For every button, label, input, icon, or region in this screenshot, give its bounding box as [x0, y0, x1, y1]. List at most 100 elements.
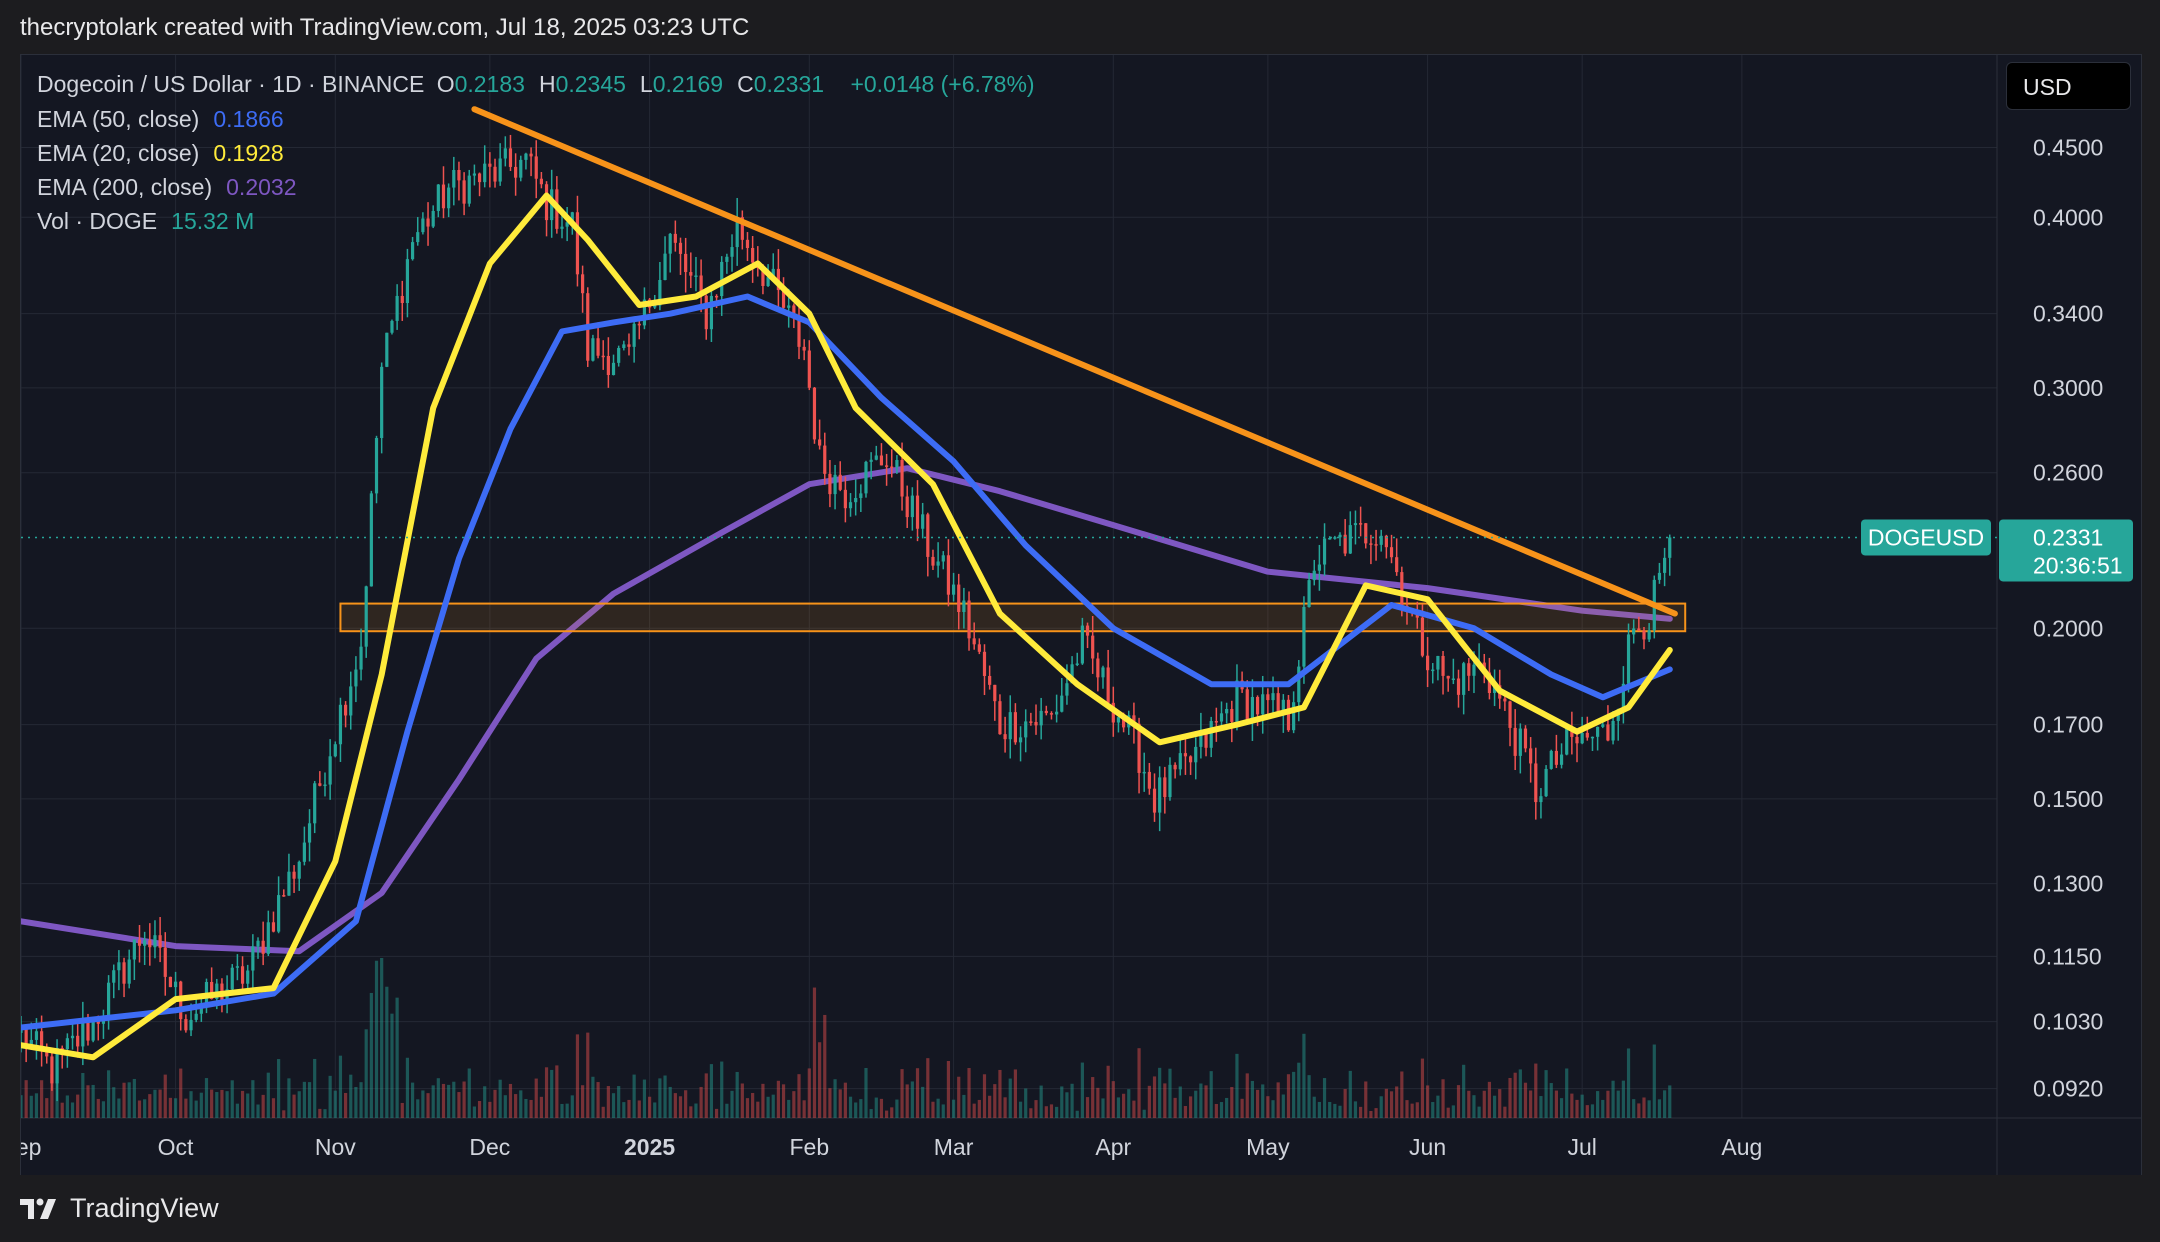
- indicator-row[interactable]: EMA (50, close) 0.1866: [37, 106, 290, 133]
- volume-bar: [1034, 1100, 1038, 1118]
- volume-bar: [1024, 1088, 1028, 1118]
- volume-bar: [1333, 1103, 1337, 1118]
- resistance-trendline: [471, 106, 1678, 617]
- candle-body: [1621, 683, 1625, 710]
- candle-body: [977, 644, 981, 652]
- candle-body: [503, 148, 507, 159]
- volume-bar: [900, 1069, 904, 1118]
- volume-bar: [441, 1083, 446, 1118]
- candle-body: [1106, 667, 1110, 703]
- candle-body: [1070, 664, 1074, 684]
- candle-body: [1091, 635, 1095, 659]
- volume-bar: [781, 1084, 786, 1118]
- volume-bar: [1518, 1069, 1522, 1118]
- x-tick-label: Dec: [469, 1134, 510, 1160]
- ohlc-value-l: 0.2169: [652, 71, 724, 97]
- candle-body: [617, 348, 621, 363]
- volume-bar: [869, 1109, 873, 1118]
- candle-body: [1420, 617, 1425, 656]
- volume-bar: [1297, 1062, 1301, 1118]
- candle-body: [812, 387, 817, 440]
- volume-bar: [354, 1086, 358, 1118]
- volume-bar: [529, 1099, 533, 1118]
- volume-bar: [1343, 1089, 1347, 1118]
- symbol-legend[interactable]: Dogecoin / US Dollar · 1D · BINANCE O0.2…: [37, 71, 1041, 98]
- candle-body: [1096, 658, 1100, 678]
- chart-area[interactable]: 0.4500 0.4000 0.3400 0.3000 0.2600 0.2000 0.17…: [20, 54, 2142, 1176]
- candle-body: [1152, 788, 1157, 813]
- volume-bar: [1529, 1090, 1533, 1118]
- candle-body: [488, 163, 492, 167]
- candle-body: [1255, 696, 1260, 715]
- candle-body: [1122, 717, 1126, 728]
- candle-body: [982, 651, 987, 676]
- volume-bar: [1384, 1088, 1388, 1118]
- indicator-row[interactable]: EMA (200, close) 0.2032: [37, 174, 303, 201]
- candle-body: [1225, 709, 1229, 714]
- candle-body: [1055, 711, 1059, 715]
- candle-body: [1637, 628, 1641, 631]
- tradingview-logo[interactable]: TradingView: [20, 1193, 219, 1224]
- volume-bar: [843, 1082, 847, 1118]
- volume-bar: [21, 1095, 23, 1118]
- candle-body: [1188, 756, 1193, 763]
- indicator-row[interactable]: EMA (20, close) 0.1928: [37, 140, 290, 167]
- volume-bar: [967, 1068, 971, 1118]
- candle-body: [611, 362, 616, 376]
- volume-bar: [1596, 1091, 1600, 1118]
- volume-bar: [1590, 1104, 1595, 1118]
- candle-body: [1462, 663, 1466, 695]
- candle-body: [1431, 669, 1435, 672]
- candle-body: [122, 962, 126, 984]
- volume-bar: [194, 1100, 198, 1118]
- candle-body: [1374, 544, 1378, 546]
- currency-selector[interactable]: USD: [2006, 62, 2131, 110]
- candle-body: [70, 1035, 75, 1039]
- volume-bar: [1554, 1090, 1558, 1118]
- candle-body: [215, 983, 219, 999]
- candle-body: [1626, 634, 1631, 684]
- candle-body: [1565, 726, 1569, 755]
- candle-body: [405, 259, 410, 304]
- candle-body: [29, 1039, 33, 1048]
- candle-body: [720, 261, 724, 297]
- volume-bar: [1513, 1072, 1517, 1118]
- candle-body: [1348, 525, 1352, 554]
- candle-body: [1080, 625, 1084, 664]
- volume-bar: [1663, 1090, 1667, 1118]
- volume-bar: [1389, 1091, 1394, 1118]
- candle-body: [1214, 721, 1218, 723]
- candle-body: [426, 218, 430, 227]
- candle-body: [1534, 763, 1538, 803]
- candle-body: [1008, 712, 1012, 740]
- ohlc-key-c: C: [737, 71, 754, 97]
- candle-body: [699, 275, 703, 296]
- volume-bar: [704, 1073, 708, 1118]
- candle-body: [1132, 715, 1136, 724]
- volume-bar: [488, 1101, 492, 1118]
- candle-body: [560, 226, 564, 229]
- volume-bar: [1106, 1065, 1110, 1118]
- volume-bar: [1632, 1099, 1636, 1118]
- candle-body: [1549, 750, 1553, 769]
- candle-body: [797, 316, 801, 347]
- indicator-row[interactable]: Vol · DOGE 15.32 M: [37, 208, 260, 235]
- candle-body: [251, 946, 255, 971]
- volume-bar: [1075, 1110, 1079, 1118]
- volume-bar: [617, 1086, 621, 1118]
- candle-body: [1158, 777, 1162, 813]
- price-chart[interactable]: 0.4500 0.4000 0.3400 0.3000 0.2600 0.2000 0.17…: [21, 55, 2141, 1175]
- volume-bar: [184, 1098, 188, 1118]
- candle-body: [544, 184, 549, 221]
- volume-bar: [1508, 1077, 1512, 1118]
- volume-bar: [493, 1089, 497, 1118]
- volume-bar: [1626, 1048, 1631, 1118]
- volume-bar: [678, 1096, 683, 1118]
- candle-body: [869, 459, 873, 462]
- volume-bar: [333, 1090, 337, 1118]
- candle-body: [1657, 572, 1662, 580]
- volume-bar: [369, 992, 373, 1118]
- candle-body: [833, 474, 837, 495]
- volume-bar: [1204, 1085, 1208, 1118]
- volume-bar: [1415, 1102, 1419, 1118]
